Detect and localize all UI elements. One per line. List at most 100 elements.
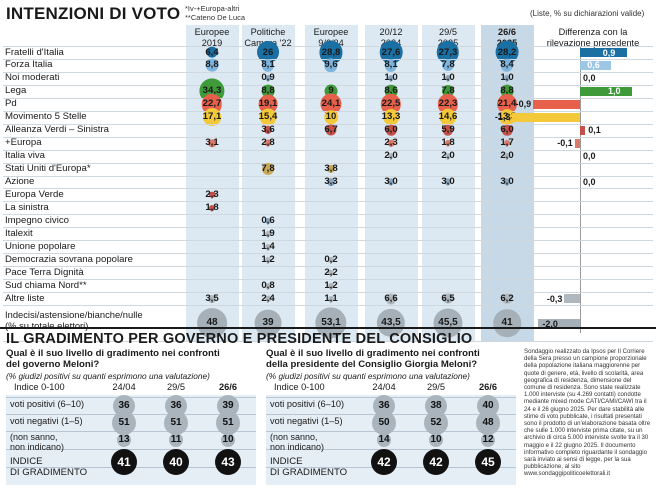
diff-bar xyxy=(580,86,632,96)
vote-value: 5,9 xyxy=(441,124,455,136)
vote-bubble xyxy=(205,59,219,72)
negative-label: voti negativi (1–5) xyxy=(10,416,83,426)
diff-value: -0,3 xyxy=(546,293,563,304)
panel-divider xyxy=(266,449,516,450)
column-header-line1: Politiche xyxy=(250,27,286,37)
party-name: Unione popolare xyxy=(5,240,76,252)
dk-circle: 14 xyxy=(377,433,391,447)
vote-bubble xyxy=(263,126,273,135)
vote-value: 6,2 xyxy=(500,292,514,304)
vote-value: 8,8 xyxy=(205,59,219,71)
party-name: Europa Verde xyxy=(5,188,64,200)
indecisi-value: 39 xyxy=(262,317,274,328)
row-divider xyxy=(3,292,653,294)
diff-bar xyxy=(533,99,580,109)
vote-bubble xyxy=(384,59,398,72)
question-line1: Qual è il suo livello di gradimento nei … xyxy=(6,348,220,359)
vote-value: 19,1 xyxy=(258,98,278,110)
vote-bubble xyxy=(444,153,452,160)
vote-bubble xyxy=(265,243,271,250)
vote-value: 6,0 xyxy=(384,124,398,136)
vote-bubble xyxy=(442,293,454,304)
panel-question: Qual è il suo livello di gradimento nei … xyxy=(266,348,480,370)
vote-bubble xyxy=(327,269,335,276)
dk-circle: 12 xyxy=(481,433,495,447)
indecisi-bubble xyxy=(315,307,347,339)
vote-bubble xyxy=(264,139,272,147)
vote-value: 2,0 xyxy=(441,150,455,162)
party-name: Lega xyxy=(5,85,27,97)
vote-bubble xyxy=(203,108,221,127)
indecisi-bubble xyxy=(197,308,227,338)
vote-value: 1,0 xyxy=(384,72,398,84)
vote-bubble xyxy=(503,153,511,160)
vote-value: 1,2 xyxy=(261,253,275,265)
vote-value: 3,6 xyxy=(261,124,275,136)
vote-value: 3,0 xyxy=(441,176,455,187)
vote-bubble xyxy=(326,164,336,174)
row-divider xyxy=(3,240,653,242)
vote-bubble xyxy=(445,140,451,147)
party-name: Sud chiama Nord** xyxy=(5,279,87,291)
vote-value: 1,9 xyxy=(261,227,275,239)
row-divider xyxy=(3,266,653,268)
vote-bubble xyxy=(259,108,277,126)
indecisi-label: Indecisi/astensione/bianche/nulle (% su t… xyxy=(5,309,143,331)
vote-value: 27,3 xyxy=(438,46,458,58)
vote-bubble xyxy=(324,110,338,125)
gradimento-circle: 42 xyxy=(371,449,397,475)
index-label: Indice 0-100 xyxy=(274,382,325,392)
negative-circle: 52 xyxy=(424,411,448,435)
indecisi-value: 41 xyxy=(501,317,513,328)
index-line1: INDICE xyxy=(10,456,43,467)
vote-bubble xyxy=(503,178,511,186)
panel-divider xyxy=(6,449,256,450)
row-divider xyxy=(3,149,653,151)
party-name: Italia viva xyxy=(5,150,45,162)
indecisi-value: 43,5 xyxy=(381,317,401,328)
vote-value: 1,8 xyxy=(441,137,455,149)
indecisi-bubble xyxy=(254,309,282,337)
diff-value: -1,3 xyxy=(494,112,511,123)
vote-value: 9,6 xyxy=(324,59,338,71)
vote-bubble xyxy=(265,282,271,289)
row-divider xyxy=(3,214,653,216)
dk-line2: non indicano) xyxy=(10,441,65,452)
dk-circle: 13 xyxy=(117,433,131,447)
diff-value: 0,6 xyxy=(587,60,600,71)
vote-bubble xyxy=(328,282,334,289)
vote-bubble xyxy=(436,41,460,64)
vote-bubble xyxy=(208,191,216,199)
vote-value: 3,0 xyxy=(384,176,398,187)
negative-circle: 51 xyxy=(216,411,240,435)
vote-value: 1,0 xyxy=(500,72,514,84)
vote-value: 1,2 xyxy=(324,279,338,291)
vote-value: 2,4 xyxy=(261,292,275,304)
vote-bubble xyxy=(264,295,272,302)
party-name: La sinistra xyxy=(5,201,49,213)
vote-value: 28,2 xyxy=(497,46,517,58)
date-label: 29/5 xyxy=(426,382,446,392)
party-name: Impegno civico xyxy=(5,214,69,226)
vote-value: 6,4 xyxy=(205,46,219,58)
vote-bubble xyxy=(504,140,510,147)
vote-value: 2,0 xyxy=(500,150,514,162)
vote-bubble xyxy=(208,139,216,147)
vote-bubble xyxy=(387,153,395,160)
party-name: +Europa xyxy=(5,137,42,149)
vote-value: 0,9 xyxy=(261,72,275,84)
panel-question: Qual è il suo livello di gradimento nei … xyxy=(6,348,220,370)
vote-value: 34,3 xyxy=(202,85,222,97)
vote-value: 2,3 xyxy=(384,137,398,149)
vote-value: 7,8 xyxy=(261,163,275,175)
vote-value: 22,7 xyxy=(202,98,222,110)
vote-value: 1,0 xyxy=(441,72,455,84)
vote-value: 22,5 xyxy=(381,98,401,110)
party-name: Altre liste xyxy=(5,292,45,304)
indecisi-value: 53,1 xyxy=(321,317,341,328)
vote-bubble xyxy=(327,178,335,186)
vote-value: 8,1 xyxy=(384,59,398,71)
party-name: Italexit xyxy=(5,227,33,239)
indecisi-bubble xyxy=(493,309,521,337)
dk-line1: (non sanno, xyxy=(270,432,318,442)
